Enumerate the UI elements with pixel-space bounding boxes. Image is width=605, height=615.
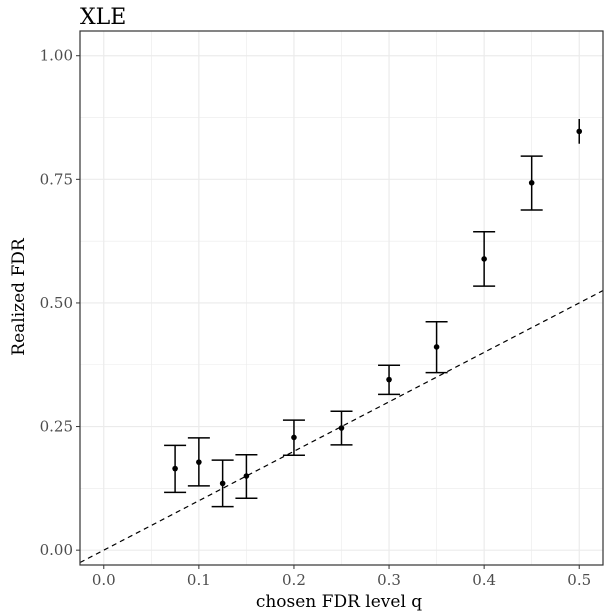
- data-point: [528, 179, 535, 186]
- data-point: [172, 465, 178, 472]
- grid: [80, 31, 603, 565]
- error-bar-point: [235, 453, 258, 499]
- error-bar-point: [164, 444, 187, 494]
- y-tick-label: 0.00: [40, 541, 73, 559]
- data-point: [481, 256, 487, 262]
- error-bar-point: [425, 320, 448, 374]
- x-tick-label: 0.3: [377, 571, 401, 589]
- error-bar-point: [473, 230, 496, 287]
- data-point: [196, 459, 202, 465]
- x-tick-label: 0.0: [92, 571, 116, 589]
- x-tick-label: 0.4: [472, 571, 496, 589]
- y-tick-label: 0.25: [40, 418, 73, 436]
- error-bar-point: [330, 410, 353, 446]
- x-tick-label: 0.5: [567, 571, 591, 589]
- data-points: [164, 119, 583, 508]
- chart-title: XLE: [80, 5, 126, 30]
- data-point: [243, 473, 250, 479]
- y-axis-title: Realized FDR: [9, 237, 29, 356]
- y-tick-label: 1.00: [40, 47, 73, 65]
- data-point: [338, 425, 345, 431]
- error-bar-point: [282, 419, 305, 456]
- x-tick-label: 0.1: [187, 571, 211, 589]
- x-tick-label: 0.2: [282, 571, 306, 589]
- error-bar-point: [520, 155, 543, 211]
- error-bar-point: [187, 437, 210, 487]
- data-point: [433, 344, 440, 350]
- y-tick-label: 0.50: [40, 294, 73, 312]
- x-axis-title: chosen FDR level q: [256, 592, 422, 612]
- data-point: [291, 434, 297, 441]
- error-bar-point: [211, 459, 234, 508]
- data-point: [386, 376, 392, 383]
- error-bar-point: [576, 119, 583, 144]
- y-tick-label: 0.75: [40, 170, 73, 188]
- error-bar-point: [378, 364, 401, 396]
- data-point: [576, 128, 583, 135]
- panel-border: [79, 30, 604, 566]
- axis-ticks: 0.0 0.1 0.2 0.3 0.4 0.5 0.00 0.25 0.50 0.75 1.00: [40, 47, 592, 589]
- data-point: [219, 480, 226, 487]
